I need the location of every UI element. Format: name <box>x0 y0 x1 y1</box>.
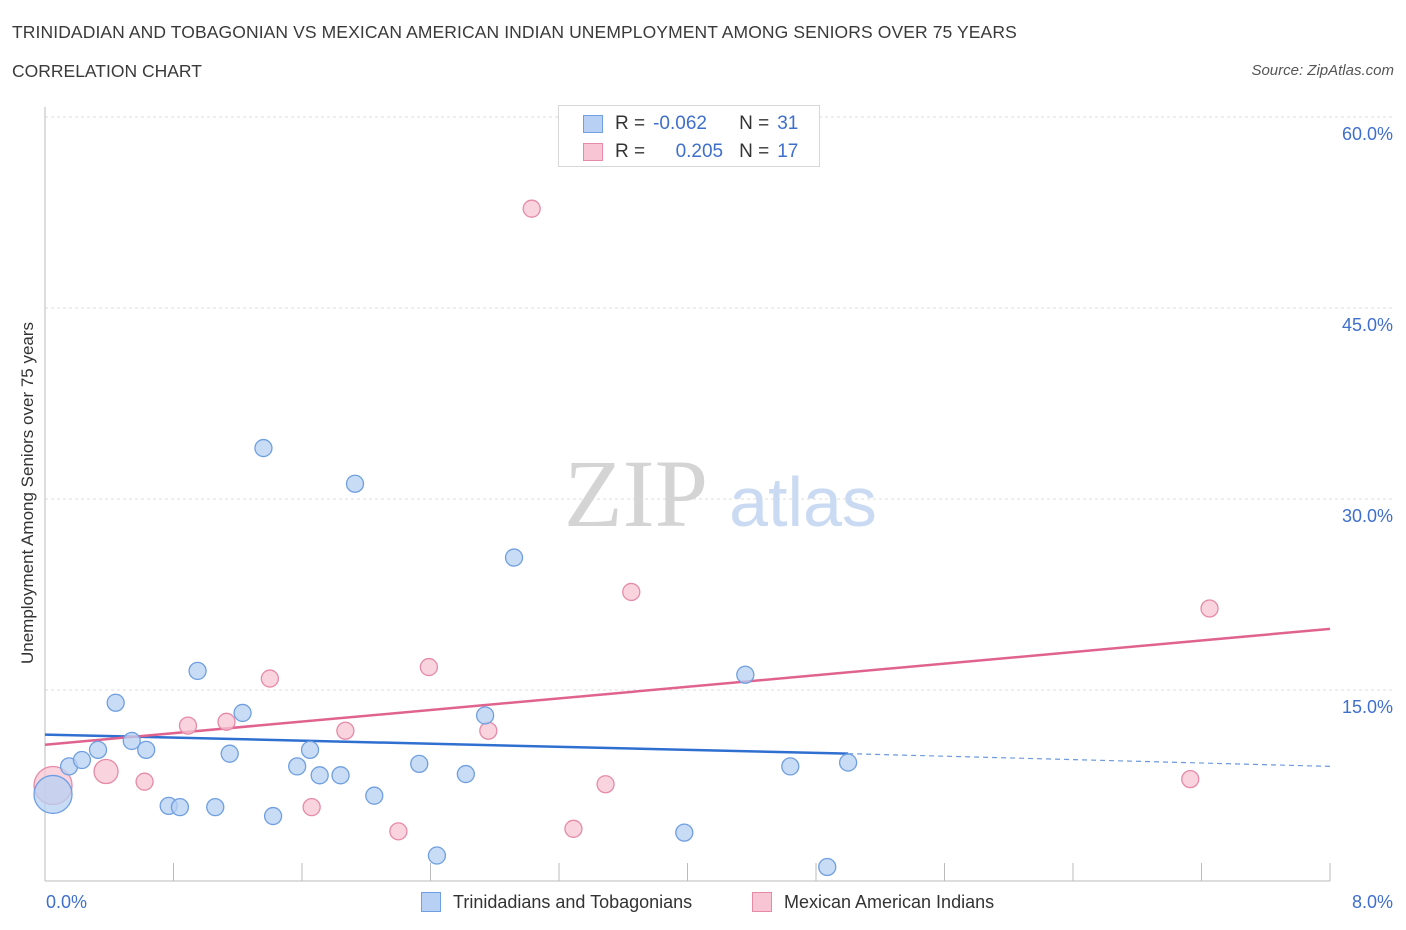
trend-line-series2 <box>44 627 1331 746</box>
legend-item-mexican-american-indians[interactable]: Mexican American Indians <box>752 889 994 915</box>
legend-item-trinidadians[interactable]: Trinidadians and Tobagonians <box>421 889 692 915</box>
data-point-trinidadians <box>781 757 800 776</box>
data-point-mexican-american-indians <box>622 582 641 602</box>
data-point-trinidadians <box>365 786 384 805</box>
data-point-trinidadians <box>254 438 273 458</box>
data-point-trinidadians <box>220 744 239 763</box>
data-point-trinidadians <box>300 740 320 759</box>
series1-legend-swatch <box>421 892 441 912</box>
x-tick-label-max: 8.0% <box>1352 892 1393 912</box>
r-value: -0.062 <box>653 113 707 134</box>
chart-subtitle: CORRELATION CHART <box>12 61 202 81</box>
data-point-mexican-american-indians <box>389 822 408 841</box>
n-value: 17 <box>777 141 799 162</box>
data-point-trinidadians <box>456 764 475 784</box>
data-point-trinidadians <box>122 731 141 751</box>
data-point-mexican-american-indians <box>1200 599 1219 618</box>
source-label: Source: ZipAtlas.com <box>1251 62 1394 79</box>
data-point-trinidadians <box>206 797 225 817</box>
r-value: 0.205 <box>675 141 724 162</box>
watermark: ZIP atlas <box>564 440 877 547</box>
data-point-trinidadians <box>675 823 694 842</box>
data-point-mexican-american-indians <box>260 669 280 688</box>
data-point-trinidadians <box>137 740 156 759</box>
data-point-mexican-american-indians <box>564 819 583 838</box>
y-axis-label: Unemployment Among Seniors over 75 years <box>18 321 37 665</box>
data-point-mexican-american-indians <box>217 712 236 731</box>
stats-legend-row-2: R = 0.205 N = 17 <box>583 140 798 164</box>
data-point-trinidadians <box>33 774 73 815</box>
series2-swatch <box>583 143 603 161</box>
data-point-trinidadians <box>345 474 365 493</box>
data-point-mexican-american-indians <box>302 797 321 817</box>
legend-label: Trinidadians and Tobagonians <box>453 891 693 912</box>
chart-title: TRINIDADIAN AND TOBAGONIAN VS MEXICAN AM… <box>12 22 1017 42</box>
trend-line-series1-extension <box>848 753 1331 767</box>
r-label: R = <box>615 113 646 134</box>
trend-line-series1 <box>44 733 849 755</box>
data-point-trinidadians <box>504 548 524 567</box>
watermark-atlas-text: atlas <box>729 463 877 541</box>
tick-labels: 15.0% 30.0% 45.0% 60.0% 0.0% 8.0% <box>46 124 1393 912</box>
n-value: 31 <box>777 113 799 134</box>
legend-label: Mexican American Indians <box>784 891 995 912</box>
data-point-mexican-american-indians <box>93 758 119 785</box>
n-label: N = <box>739 113 770 134</box>
data-point-trinidadians <box>233 703 252 723</box>
data-point-mexican-american-indians <box>1181 769 1200 789</box>
data-point-trinidadians <box>106 693 125 712</box>
y-tick-label: 30.0% <box>1342 506 1393 526</box>
data-points <box>33 199 1219 877</box>
data-point-trinidadians <box>475 706 495 725</box>
y-tick-label: 60.0% <box>1342 124 1393 144</box>
data-point-mexican-american-indians <box>596 775 615 794</box>
data-point-mexican-american-indians <box>419 657 439 677</box>
stats-legend: R = -0.062 N = 31 R = 0.205 N = 17 <box>558 105 820 167</box>
data-point-trinidadians <box>410 754 429 774</box>
data-point-mexican-american-indians <box>336 721 355 740</box>
data-point-trinidadians <box>72 750 92 770</box>
data-point-mexican-american-indians <box>178 716 198 735</box>
data-point-trinidadians <box>263 806 283 826</box>
n-label: N = <box>739 141 770 162</box>
data-point-trinidadians <box>818 857 837 877</box>
series1-swatch <box>583 115 603 133</box>
y-tick-label: 45.0% <box>1342 315 1393 335</box>
watermark-zip-text: ZIP <box>564 440 708 547</box>
data-point-trinidadians <box>288 757 307 776</box>
data-point-mexican-american-indians <box>479 721 498 740</box>
data-point-trinidadians <box>427 846 447 865</box>
data-point-trinidadians <box>88 740 108 759</box>
y-tick-label: 15.0% <box>1342 697 1393 717</box>
series2-legend-swatch <box>752 892 772 912</box>
data-point-trinidadians <box>838 753 858 772</box>
grid-lines <box>45 116 1395 691</box>
data-point-trinidadians <box>310 766 329 785</box>
data-point-mexican-american-indians <box>135 772 154 791</box>
r-label: R = <box>615 141 646 162</box>
x-tick-label-min: 0.0% <box>46 892 87 912</box>
data-point-trinidadians <box>331 766 350 785</box>
data-point-mexican-american-indians <box>522 199 541 218</box>
data-point-trinidadians <box>170 797 190 817</box>
stats-legend-row-1: R = -0.062 N = 31 <box>583 112 798 136</box>
axes <box>44 107 1331 882</box>
trend-lines <box>44 627 1331 767</box>
data-point-trinidadians <box>736 665 755 684</box>
data-point-trinidadians <box>188 661 207 681</box>
